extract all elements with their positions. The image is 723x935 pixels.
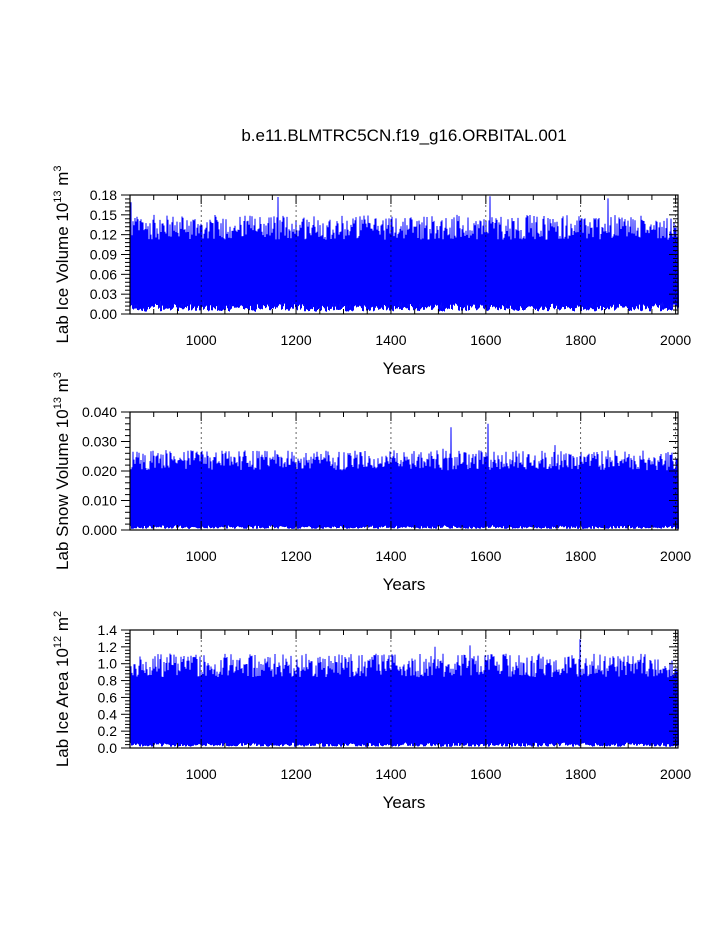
y-tick-label-6: 0.18 — [90, 187, 117, 203]
series-line-lab-ice-area — [130, 639, 679, 747]
y-axis-label: Lab Ice Volume 1013 m3 — [52, 165, 72, 343]
y-axis-label-superscript: 3 — [52, 372, 64, 378]
x-axis-label: Years — [383, 793, 426, 812]
chart-title: b.e11.BLMTRC5CN.f19_g16.ORBITAL.001 — [241, 126, 566, 145]
series-line-lab-snow-volume — [130, 423, 679, 529]
y-tick-label-3: 0.6 — [98, 689, 118, 705]
x-tick-label-2000: 2000 — [660, 332, 691, 348]
y-tick-label-4: 0.12 — [90, 227, 117, 243]
y-tick-label-3: 0.09 — [90, 247, 117, 263]
y-axis-label-text: Lab Snow Volume 10 — [53, 409, 72, 570]
x-axis-label: Years — [383, 359, 426, 378]
x-tick-label-1600: 1600 — [470, 332, 501, 348]
y-tick-label-2: 0.4 — [98, 706, 118, 722]
y-tick-label-1: 0.2 — [98, 723, 118, 739]
x-tick-label-1200: 1200 — [280, 766, 311, 782]
y-tick-label-3: 0.030 — [82, 434, 117, 450]
y-axis-label-superscript: 13 — [52, 190, 64, 202]
x-tick-label-2000: 2000 — [660, 548, 691, 564]
y-axis-label-text: Lab Ice Area 10 — [53, 648, 72, 767]
y-tick-label-1: 0.03 — [90, 286, 117, 302]
y-axis-label-superscript: 3 — [52, 165, 64, 171]
series-line-lab-ice-volume — [130, 196, 679, 312]
y-tick-label-0: 0.000 — [82, 522, 117, 538]
y-axis-label-superscript: 2 — [52, 611, 64, 617]
chart-panel-2: 1000 1200 1400 1600 1800 2000 0.000 0.010 0.020 0… — [52, 372, 691, 594]
plot-frame — [129, 629, 679, 749]
y-tick-label-0: 0.0 — [98, 740, 118, 756]
y-axis-label-text: m — [53, 617, 72, 636]
y-tick-label-6: 1.2 — [98, 639, 118, 655]
chart-panel-3: 1000 1200 1400 1600 1800 20000.00.20.40.60.81… — [52, 611, 691, 812]
x-tick-label-1800: 1800 — [565, 766, 596, 782]
x-tick-label-1000: 1000 — [186, 548, 217, 564]
y-axis-label-text: m — [53, 378, 72, 397]
y-tick-label-0: 0.00 — [90, 306, 117, 322]
x-tick-label-1600: 1600 — [470, 548, 501, 564]
x-tick-label-1600: 1600 — [470, 766, 501, 782]
x-tick-label-1400: 1400 — [375, 548, 406, 564]
y-axis-label-text: Lab Ice Volume 10 — [53, 203, 72, 344]
y-axis-label: Lab Ice Area 1012 m2 — [52, 611, 72, 767]
x-tick-label-1400: 1400 — [375, 332, 406, 348]
y-tick-label-4: 0.8 — [98, 673, 118, 689]
x-tick-label-1000: 1000 — [186, 332, 217, 348]
x-tick-label-1200: 1200 — [280, 548, 311, 564]
y-axis-label-superscript: 13 — [52, 397, 64, 409]
y-axis-label-text: m — [53, 172, 72, 191]
y-axis-label-superscript: 12 — [52, 636, 64, 648]
y-tick-label-1: 0.010 — [82, 493, 117, 509]
y-axis-label: Lab Snow Volume 1013 m3 — [52, 372, 72, 570]
x-tick-label-1000: 1000 — [186, 766, 217, 782]
x-axis-label: Years — [383, 575, 426, 594]
y-tick-label-2: 0.020 — [82, 463, 117, 479]
x-tick-label-2000: 2000 — [660, 766, 691, 782]
x-tick-label-1800: 1800 — [565, 548, 596, 564]
y-tick-label-5: 0.15 — [90, 207, 117, 223]
x-tick-label-1200: 1200 — [280, 332, 311, 348]
x-tick-label-1800: 1800 — [565, 332, 596, 348]
chart-panel-1: b.e11.BLMTRC5CN.f19_g16.ORBITAL.001 1000 1… — [52, 126, 691, 378]
y-tick-label-2: 0.06 — [90, 266, 117, 282]
x-tick-label-1400: 1400 — [375, 766, 406, 782]
y-tick-label-7: 1.4 — [98, 622, 118, 638]
y-tick-label-4: 0.040 — [82, 404, 117, 420]
y-tick-label-5: 1.0 — [98, 656, 118, 672]
